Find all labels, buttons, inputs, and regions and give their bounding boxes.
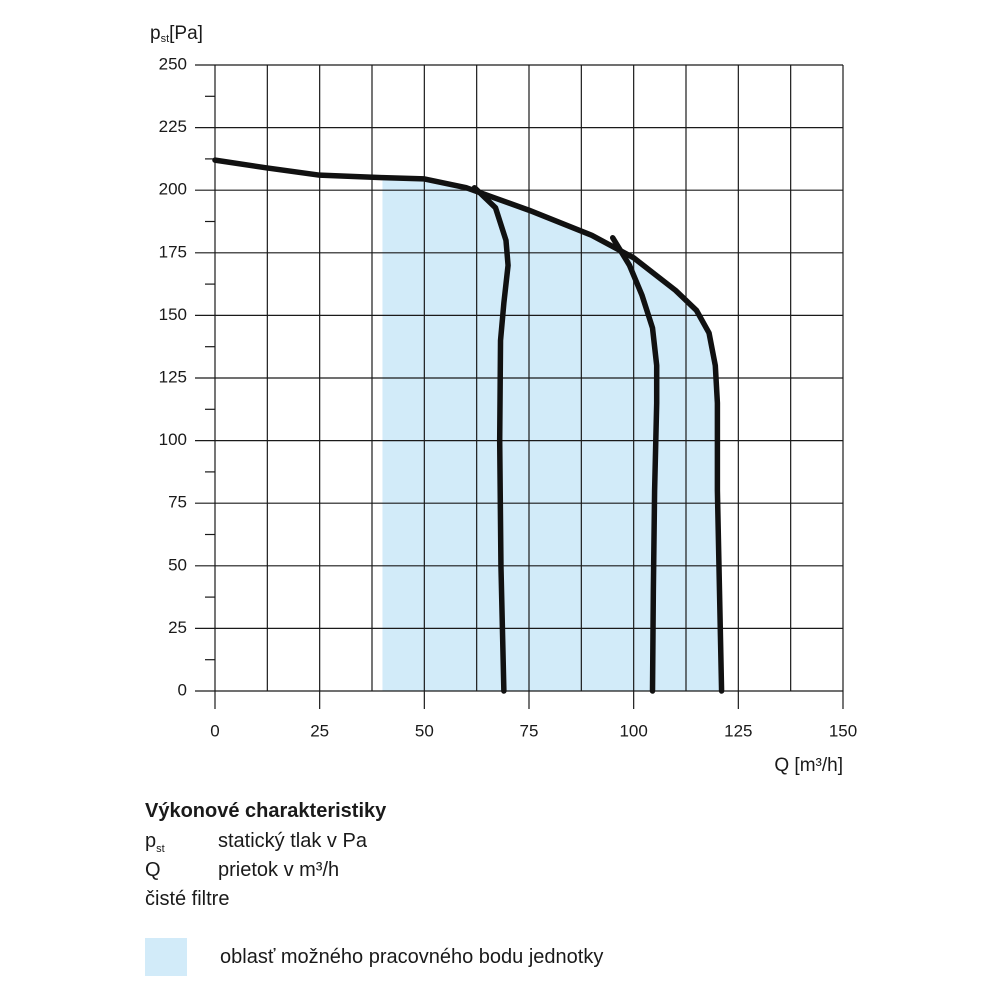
y-tick-label: 150 xyxy=(159,305,187,324)
y-tick-label: 0 xyxy=(178,680,187,699)
note-symbol: Q xyxy=(145,856,161,885)
y-tick-label: 225 xyxy=(159,117,187,136)
x-tick-label: 25 xyxy=(310,721,329,740)
x-tick-label: 150 xyxy=(829,721,857,740)
curve xyxy=(471,184,511,694)
note-row: čisté filtre xyxy=(145,885,386,914)
y-tick-label: 25 xyxy=(168,618,187,637)
note-text: statický tlak v Pa xyxy=(218,830,367,852)
y-axis-label: pst[Pa] xyxy=(150,23,203,45)
notes-title: Výkonové charakteristiky xyxy=(145,800,387,822)
chart: 0 25 50 75 100 125 150 175 200 225 250 0 25 50 75 100 12… xyxy=(150,23,857,776)
note-symbol: pst xyxy=(145,827,165,864)
note-row: pst statický tlak v Pa xyxy=(145,827,386,856)
curve xyxy=(609,235,660,694)
x-axis-label: Q [m³/h] xyxy=(774,755,843,776)
y-label-sub: st xyxy=(161,33,170,45)
note-text: prietok v m³/h xyxy=(218,859,340,881)
legend-label: oblasť možného pracovného bodu jednotky xyxy=(220,946,604,968)
y-label-unit: [Pa] xyxy=(169,23,203,44)
x-tick-label: 100 xyxy=(619,721,647,740)
x-tick-label: 0 xyxy=(210,721,219,740)
y-tick-label: 50 xyxy=(168,555,187,574)
y-tick-label: 250 xyxy=(159,54,187,73)
y-tick-label: 200 xyxy=(159,180,187,199)
x-tick-label: 75 xyxy=(520,721,539,740)
symbol: p xyxy=(145,830,157,852)
y-tick-label: 75 xyxy=(168,493,187,512)
symbol-sub: st xyxy=(156,843,165,855)
y-tick-label: 125 xyxy=(159,367,187,386)
x-tick-label: 125 xyxy=(724,721,752,740)
symbol: Q xyxy=(145,859,161,881)
notes: Výkonové charakteristiky pst statický tla… xyxy=(145,800,386,914)
y-tick-label: 175 xyxy=(159,242,187,261)
curve xyxy=(212,157,725,694)
x-tick-label: 50 xyxy=(415,721,434,740)
legend-swatch xyxy=(145,938,187,976)
y-label-symbol: p xyxy=(150,23,161,44)
note-text: čisté filtre xyxy=(145,888,230,910)
y-tick-label: 100 xyxy=(159,430,187,449)
operating-area xyxy=(382,177,722,691)
